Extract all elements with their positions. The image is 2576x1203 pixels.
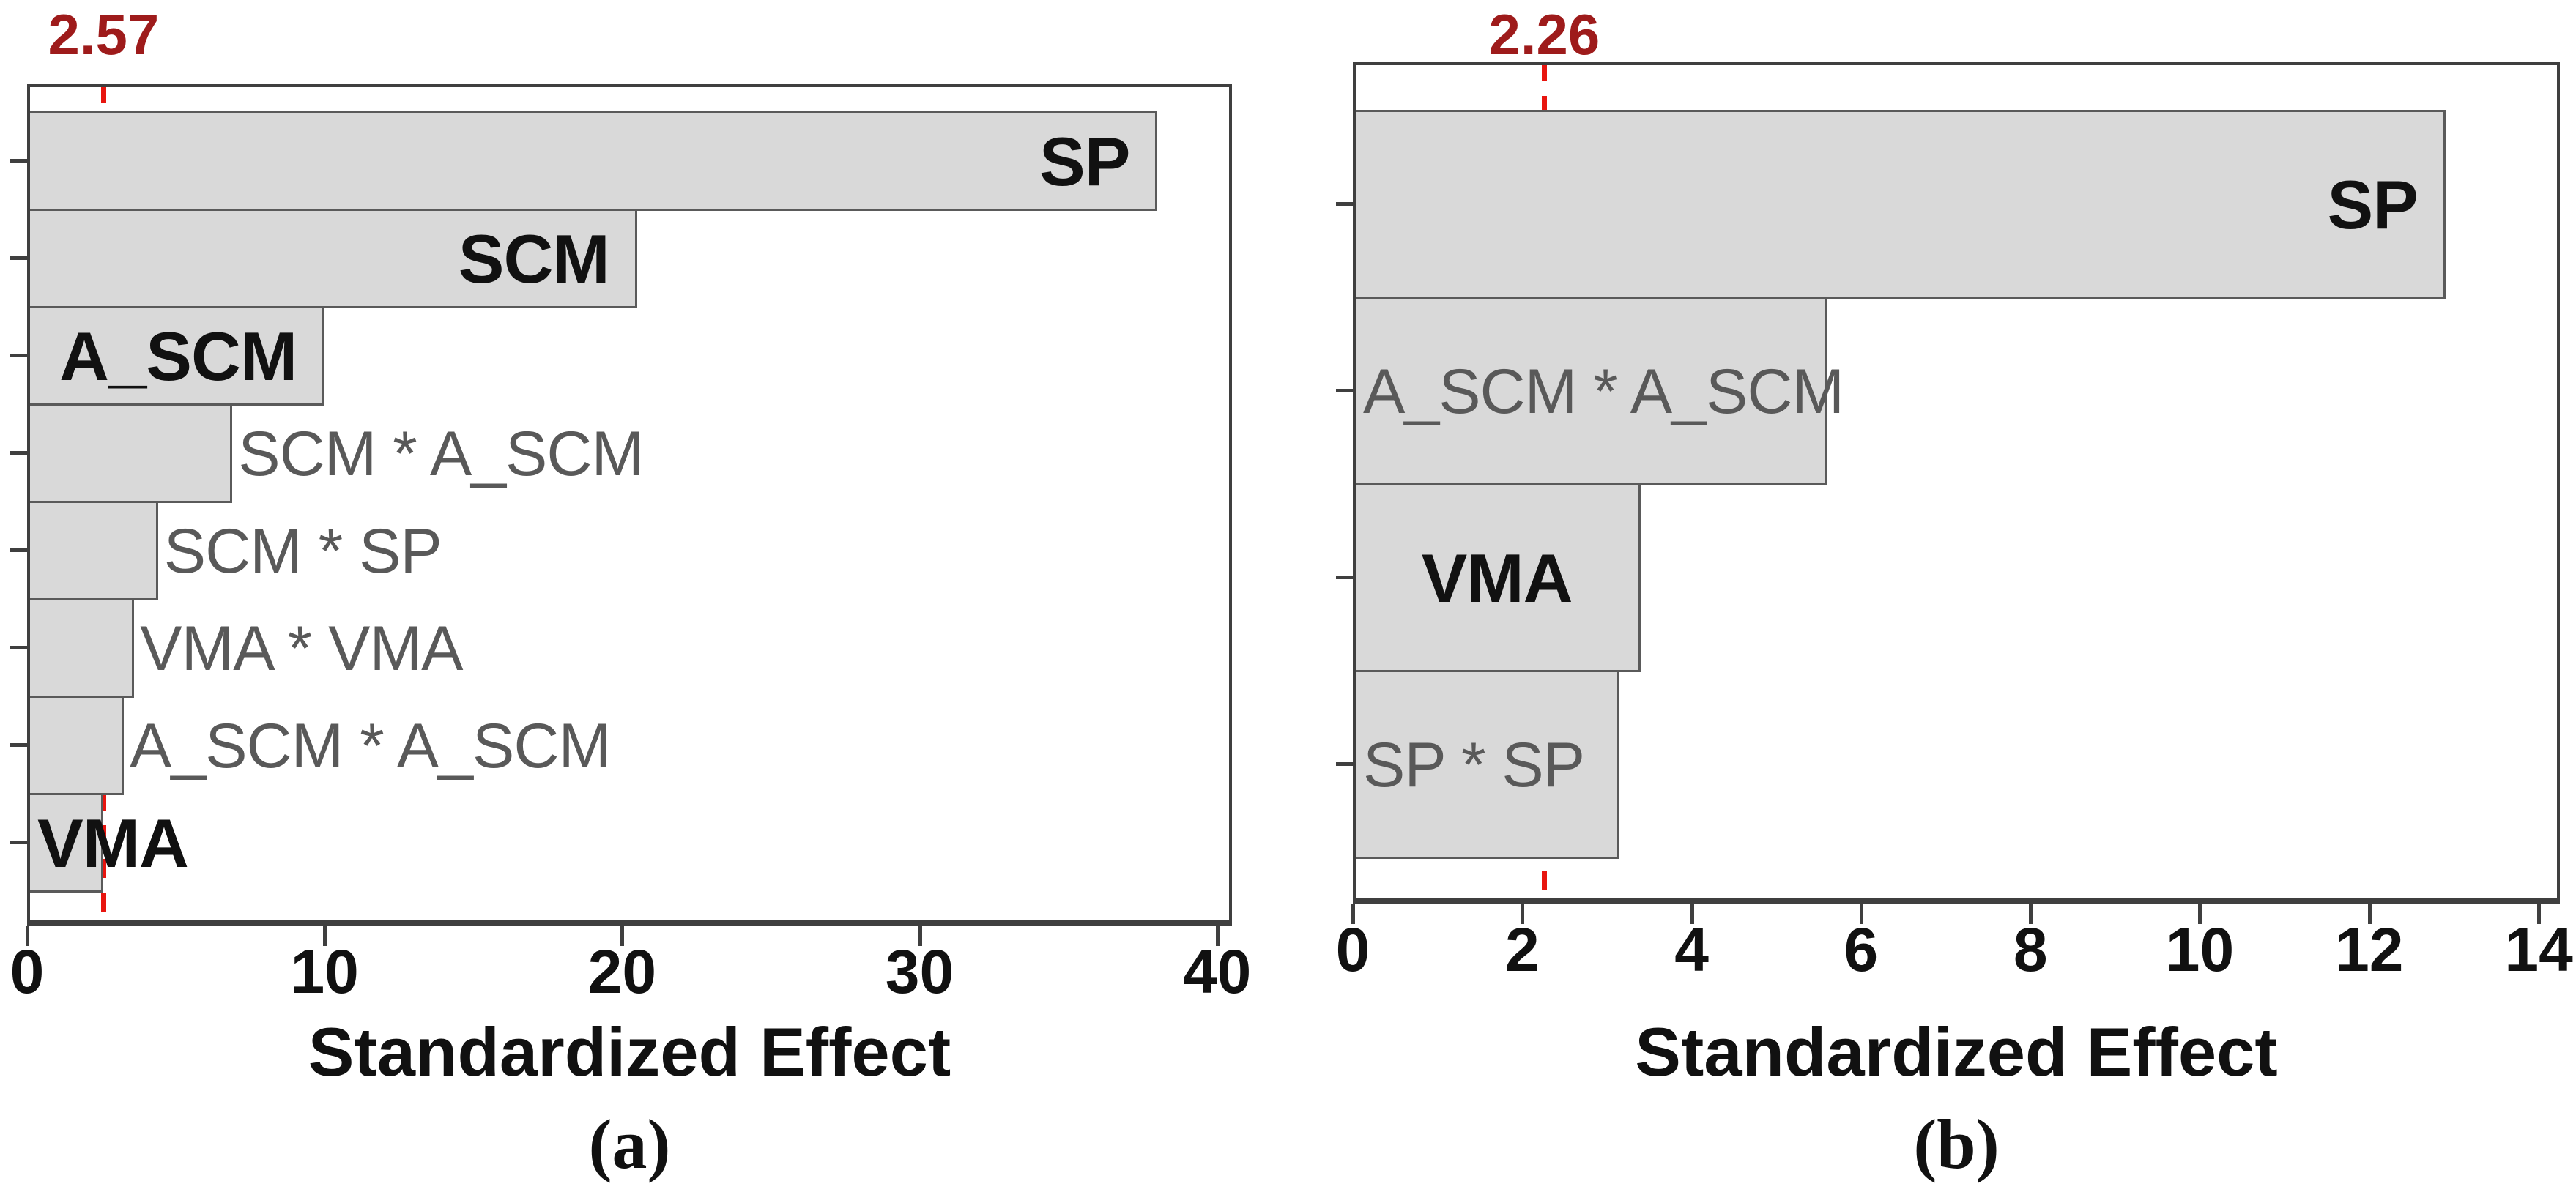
x-tick xyxy=(1215,926,1220,946)
y-tick xyxy=(10,256,27,260)
bar-label: SCM * A_SCM xyxy=(238,418,644,489)
x-tick-label: 14 xyxy=(2504,915,2573,984)
bar-label: SCM xyxy=(458,220,610,297)
bar xyxy=(27,403,233,503)
bar-label: VMA * VMA xyxy=(140,613,463,684)
x-tick xyxy=(620,926,625,946)
x-tick-label: 0 xyxy=(1335,915,1370,984)
y-tick xyxy=(10,158,27,163)
panel-caption: (b) xyxy=(1913,1105,2000,1183)
x-tick-label: 10 xyxy=(290,937,359,1006)
x-axis-title: Standardized Effect xyxy=(1635,1013,2278,1090)
x-tick xyxy=(2537,904,2542,924)
panel-a: 2.57 SP SCM A_SCM SCM * A_SCM SCM * SP VMA * … xyxy=(10,2,1252,1183)
bar-label: VMA xyxy=(1421,539,1573,617)
bar-label: SCM * SP xyxy=(163,515,442,586)
x-tick xyxy=(1859,904,1863,924)
x-axis-title: Standardized Effect xyxy=(308,1013,951,1090)
y-tick xyxy=(1336,761,1353,766)
y-tick xyxy=(1336,388,1353,392)
bar xyxy=(27,793,103,893)
y-tick xyxy=(10,353,27,357)
y-tick xyxy=(1336,201,1353,206)
bar xyxy=(1353,670,1620,859)
y-tick xyxy=(10,645,27,649)
x-tick-label: 2 xyxy=(1504,915,1540,984)
x-tick-label: 30 xyxy=(885,937,954,1006)
x-tick-label: 10 xyxy=(2165,915,2235,984)
bar xyxy=(27,501,158,600)
x-tick xyxy=(2029,904,2033,924)
bar-label: VMA xyxy=(37,804,189,882)
bar-label: A_SCM * A_SCM xyxy=(130,710,611,781)
bar-label: SP xyxy=(1039,122,1130,200)
bar xyxy=(27,209,637,308)
bar xyxy=(1353,110,2446,299)
x-tick-label: 40 xyxy=(1182,937,1252,1006)
x-tick xyxy=(1690,904,1694,924)
y-tick xyxy=(1336,575,1353,579)
x-tick xyxy=(323,926,327,946)
plot-area-b: SP A_SCM * A_SCM VMA SP * SP xyxy=(1336,62,2560,924)
y-tick xyxy=(10,840,27,844)
x-tick xyxy=(2367,904,2372,924)
x-tick xyxy=(918,926,922,946)
bar-label: SP xyxy=(2327,165,2418,243)
panel-caption: (a) xyxy=(588,1105,671,1183)
x-tick xyxy=(2198,904,2202,924)
bar xyxy=(27,696,124,795)
y-tick xyxy=(10,450,27,455)
y-tick xyxy=(10,548,27,552)
y-tick xyxy=(10,742,27,747)
panel-b: 2.26 SP A_SCM * A_SCM VMA SP * SP Standardi… xyxy=(1289,0,2576,1203)
x-tick-label: 4 xyxy=(1674,915,1709,984)
x-tick-label: 12 xyxy=(2335,915,2404,984)
bar xyxy=(27,111,1158,211)
x-tick xyxy=(26,926,29,946)
x-tick-label: 6 xyxy=(1844,915,1879,984)
x-tick-label: 0 xyxy=(10,937,45,1006)
x-tick xyxy=(1351,904,1355,924)
x-tick-label: 20 xyxy=(587,937,657,1006)
bar-label: A_SCM xyxy=(59,317,297,395)
x-tick-label: 8 xyxy=(2013,915,2048,984)
reference-value-label: 2.26 xyxy=(1488,2,1600,67)
plot-area-a: SP SCM A_SCM SCM * A_SCM SCM * SP VMA * VMA A_… xyxy=(10,84,1232,946)
bar-label: SP * SP xyxy=(1363,729,1585,800)
x-tick xyxy=(1521,904,1525,924)
reference-value-label: 2.57 xyxy=(48,2,160,67)
bar xyxy=(27,598,135,698)
bar-label: A_SCM * A_SCM xyxy=(1363,356,1844,427)
